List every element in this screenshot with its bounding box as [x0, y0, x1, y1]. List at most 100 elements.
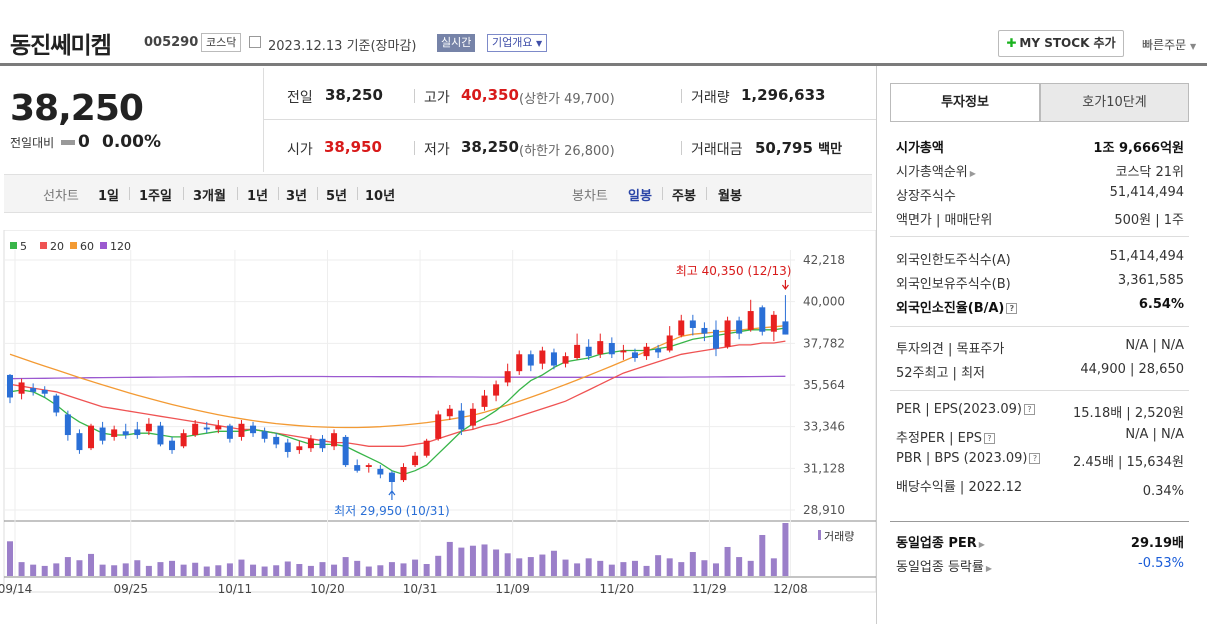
candle-period-1[interactable]: 주봉 [672, 189, 696, 204]
info-divider-2 [890, 390, 1189, 391]
info-key: 추정PER | EPS? [896, 427, 995, 446]
legend-swatch-0 [10, 242, 17, 249]
period-0[interactable]: 1일 [98, 189, 120, 204]
candle-body [134, 429, 141, 436]
candle-body [203, 427, 210, 430]
info-value: 0.34% [1142, 484, 1184, 499]
info-key: PBR | BPS (2023.09)? [896, 451, 1041, 466]
period-1[interactable]: 1주일 [139, 189, 172, 204]
help-icon[interactable]: ? [1029, 453, 1041, 464]
info-row-3: 액면가 | 매매단위 500원 | 1주 [896, 209, 1184, 231]
info-key: 시가총액순위 ▶ [896, 165, 976, 180]
candle-body [226, 425, 233, 439]
candle-body [273, 436, 280, 445]
tab-orderbook-10[interactable]: 호가10단계 [1040, 83, 1189, 122]
ma60-line [9, 325, 786, 429]
info-key: 배당수익률 | 2022.12 [896, 480, 1023, 495]
volume-bar [53, 563, 60, 576]
info-row-4: 외국인한도주식수(A) 51,414,494 [896, 249, 1184, 271]
volume-label: 거래량 [824, 530, 854, 543]
volume-bar [122, 563, 129, 576]
period-4[interactable]: 3년 [286, 189, 308, 204]
x-tick-2: 10/11 [218, 582, 253, 596]
candle-body [562, 356, 569, 364]
open-label: 시가 [287, 142, 313, 158]
info-value: 15.18배 | 2,520원 [1073, 406, 1184, 421]
candle-period-2[interactable]: 월봉 [718, 189, 742, 204]
high-value: 40,350 [461, 86, 519, 104]
candle-body [597, 341, 604, 355]
volume-bar [192, 562, 199, 576]
candle-body [631, 352, 638, 359]
realtime-button[interactable]: 실시간 [437, 34, 476, 52]
x-tick-8: 12/08 [773, 582, 808, 596]
candle-body [770, 314, 777, 332]
chevron-right-icon[interactable]: ▶ [985, 564, 993, 573]
prev-close-value: 38,250 [325, 86, 383, 104]
candle-body [7, 374, 13, 398]
low-label: 저가 [424, 142, 450, 158]
volume-bar [516, 558, 523, 576]
unchanged-icon [61, 140, 75, 145]
volume-bar [574, 563, 581, 576]
period-3[interactable]: 1년 [247, 189, 269, 204]
period-6[interactable]: 10년 [365, 189, 396, 204]
volume-bar [145, 565, 152, 576]
info-row-9: PER | EPS(2023.09)? 15.18배 | 2,520원 [896, 402, 1184, 424]
candle-body [64, 414, 71, 436]
candle-body [261, 431, 268, 439]
calendar-icon [249, 36, 261, 48]
candle-body [180, 433, 187, 447]
help-icon[interactable]: ? [1023, 404, 1035, 415]
volume-bar [111, 565, 118, 576]
volume-bar [64, 557, 71, 576]
volume-bar [261, 566, 268, 576]
candle-body [354, 465, 361, 471]
volume-bar [250, 564, 257, 576]
chevron-right-icon[interactable]: ▶ [969, 169, 976, 178]
volume-bar [631, 560, 638, 576]
volume-bar [41, 565, 48, 576]
candle-body [446, 408, 453, 417]
volume-bar [30, 564, 37, 576]
y-tick-1: 40,000 [803, 295, 845, 309]
candle-body [608, 342, 615, 355]
plus-icon: ✚ [1006, 36, 1017, 50]
corp-info-dropdown[interactable]: 기업개요 ▼ [487, 34, 548, 52]
candle-body [145, 423, 152, 432]
candle-body [250, 425, 257, 434]
volume-bar [99, 564, 106, 576]
my-stock-add-button[interactable]: ✚ MY STOCK 추가 [998, 30, 1124, 57]
volume-bar [550, 550, 557, 576]
volume-bar [643, 565, 650, 576]
high-annotation: 최고 40,350 (12/13) [676, 264, 792, 278]
volume-bar [331, 564, 338, 576]
candle-body [192, 423, 199, 436]
info-row-12: 배당수익률 | 2022.12 0.34% [896, 476, 1184, 499]
y-tick-0: 42,218 [803, 253, 845, 267]
volume-bar [296, 564, 303, 576]
candle-body [666, 335, 673, 351]
period-2[interactable]: 3개월 [193, 189, 226, 204]
low-arrow-icon [388, 490, 396, 500]
x-tick-4: 10/31 [403, 582, 438, 596]
change-label: 전일대비 [10, 136, 55, 150]
help-icon[interactable]: ? [983, 433, 995, 444]
volume-bar [701, 560, 708, 576]
chevron-right-icon[interactable]: ▶ [978, 540, 985, 549]
volume-bar [712, 563, 719, 576]
x-tick-6: 11/20 [600, 582, 635, 596]
help-icon[interactable]: ? [1006, 303, 1018, 314]
period-5[interactable]: 5년 [326, 189, 348, 204]
quick-order-dropdown[interactable]: 빠른주문 ▼ [1142, 38, 1197, 52]
candle-body [331, 433, 338, 447]
chart-toolbar [4, 174, 872, 213]
tab-investment-info[interactable]: 투자정보 [890, 83, 1040, 122]
candle-period-0[interactable]: 일봉 [628, 189, 652, 204]
candle-body [400, 466, 407, 481]
volume-bar [585, 558, 592, 576]
info-value: 51,414,494 [1109, 249, 1184, 264]
candle-body [539, 350, 546, 364]
candle-body [550, 352, 557, 366]
volume-bar [655, 555, 662, 576]
